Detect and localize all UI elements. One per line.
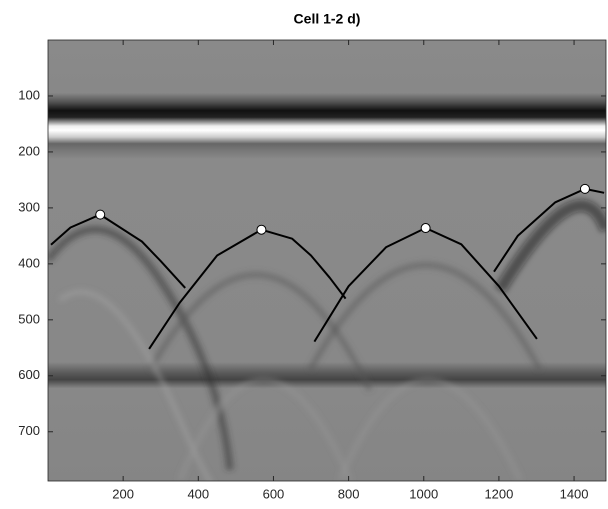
- y-tick-label: 300: [18, 199, 40, 214]
- x-tick-label: 200: [112, 486, 134, 501]
- x-tick-label: 800: [338, 486, 360, 501]
- hyperbola-fit: [148, 228, 347, 350]
- chart-title: Cell 1-2 d): [294, 11, 361, 27]
- apex-point: [579, 183, 590, 194]
- x-tick-label: 1200: [484, 486, 513, 501]
- y-tick-label: 700: [18, 423, 40, 438]
- x-tick-label: 1000: [409, 486, 438, 501]
- y-tick-label: 100: [18, 87, 40, 102]
- x-tick-label: 600: [263, 486, 285, 501]
- hyperbola-fit: [50, 213, 186, 289]
- y-tick-label: 600: [18, 367, 40, 382]
- y-tick-label: 400: [18, 255, 40, 270]
- y-tick-label: 500: [18, 311, 40, 326]
- y-tick-label: 200: [18, 143, 40, 158]
- x-tick-label: 400: [187, 486, 209, 501]
- radargram-image: [48, 40, 606, 481]
- apex-point: [256, 224, 267, 235]
- hyperbola-fit: [493, 187, 605, 273]
- apex-point: [95, 209, 106, 220]
- apex-point: [420, 223, 431, 234]
- plot-frame: [47, 39, 607, 482]
- x-tick-label: 1400: [560, 486, 589, 501]
